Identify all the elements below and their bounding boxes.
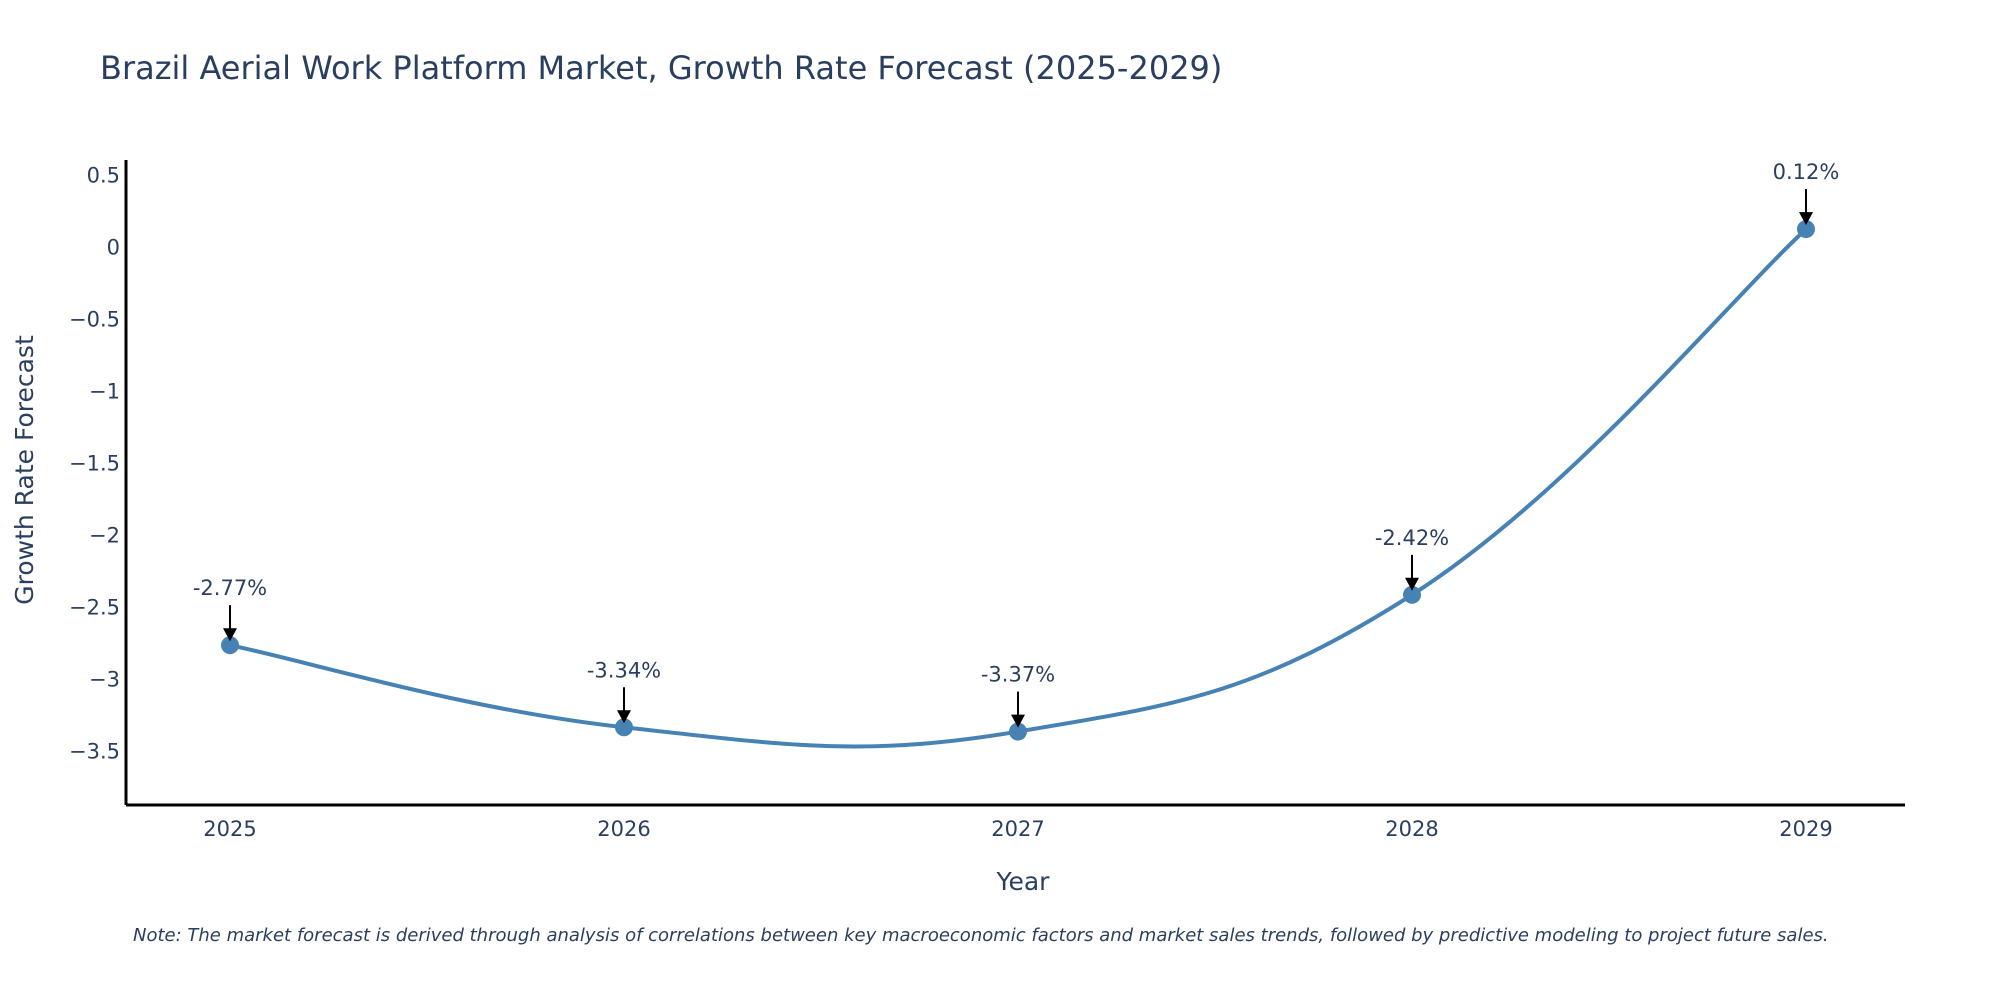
annotation-arrowhead [1011,714,1025,728]
data-label: -3.34% [587,658,661,682]
chart-title: Brazil Aerial Work Platform Market, Grow… [100,49,1222,87]
x-tick-label: 2026 [597,817,650,841]
y-tick-label: 0.5 [87,163,120,187]
data-point [1009,722,1027,741]
y-tick-label: −3 [89,667,120,691]
annotation-arrowhead [617,710,631,724]
y-tick-label: 0 [107,235,120,259]
y-axis-ticks: 0.5 0 −0.5 −1 −1.5 −2 −2.5 −3 −3.5 [69,163,120,763]
data-points [221,220,1815,741]
data-label: -3.37% [981,663,1055,687]
data-label: 0.12% [1773,160,1840,184]
x-tick-label: 2025 [203,817,256,841]
data-labels: -2.77% -3.34% -3.37% -2.42% 0.12% [193,160,1840,728]
y-tick-label: −3.5 [69,739,120,763]
x-tick-label: 2027 [991,817,1044,841]
x-tick-label: 2028 [1385,817,1438,841]
y-tick-label: −0.5 [69,307,120,331]
x-axis-ticks: 2025 2026 2027 2028 2029 [203,817,1832,841]
data-label: -2.42% [1375,526,1449,550]
x-tick-label: 2029 [1779,817,1832,841]
y-tick-label: −1 [89,379,120,403]
y-tick-label: −2 [89,523,120,547]
y-axis-title: Growth Rate Forecast [10,335,39,605]
y-tick-label: −2.5 [69,595,120,619]
data-label: -2.77% [193,576,267,600]
data-point [615,718,633,737]
x-axis-title: Year [996,867,1051,896]
footnote: Note: The market forecast is derived thr… [133,925,1829,946]
annotation-arrowhead [1799,212,1813,226]
data-point [1797,220,1815,239]
series-line [229,227,1808,749]
data-point [221,636,239,655]
y-tick-label: −1.5 [69,451,120,475]
annotation-arrowhead [223,628,237,642]
annotation-arrowhead [1405,577,1419,591]
data-point [1403,585,1421,604]
